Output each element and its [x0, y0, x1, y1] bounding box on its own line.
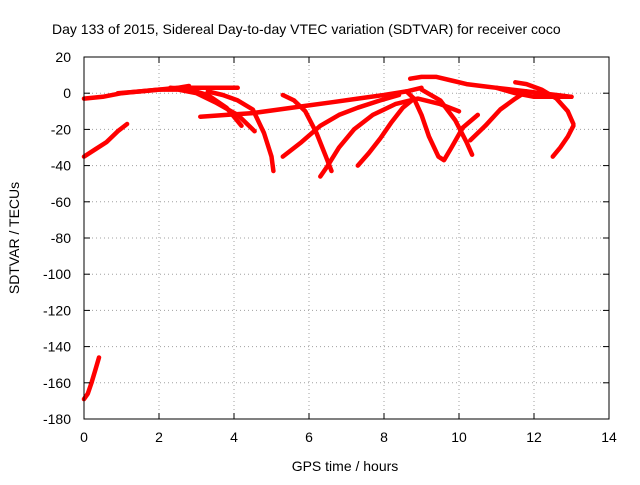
series-line-track-7 — [205, 89, 276, 174]
y-tick-label: 20 — [55, 49, 71, 65]
y-tick-label: -40 — [51, 158, 71, 174]
x-tick-label: 14 — [601, 429, 617, 445]
x-tick-label: 4 — [230, 429, 238, 445]
series-line-track-1 — [81, 355, 102, 402]
series-line-track-18 — [550, 123, 576, 159]
series-line-track-9 — [280, 92, 334, 174]
series-line-track-19 — [494, 85, 574, 100]
y-tick-label: -100 — [43, 266, 71, 282]
series-line-track-12 — [355, 96, 417, 168]
y-tick-label: -160 — [43, 375, 71, 391]
series-layer — [81, 74, 576, 402]
y-tick-label: -120 — [43, 302, 71, 318]
x-tick-label: 0 — [80, 429, 88, 445]
x-tick-label: 2 — [155, 429, 163, 445]
series-line-track-10 — [280, 92, 402, 159]
y-tick-label: -180 — [43, 411, 71, 427]
series-line-track-17 — [513, 80, 576, 127]
x-tick-label: 12 — [526, 429, 542, 445]
y-tick-label: -140 — [43, 339, 71, 355]
x-tick-label: 8 — [380, 429, 388, 445]
y-tick-label: -60 — [51, 194, 71, 210]
y-tick-label: 0 — [63, 85, 71, 101]
y-tick-label: -20 — [51, 121, 71, 137]
series-line-track-15 — [419, 87, 475, 157]
chart-title: Day 133 of 2015, Sidereal Day-to-day VTE… — [52, 21, 561, 37]
tick-layer: 0 2 4 6 8 10 12 14 20 0 -20 -40 -60 -80 -100 -120 -140 -1… — [43, 49, 617, 445]
x-tick-label: 10 — [451, 429, 467, 445]
x-tick-label: 6 — [305, 429, 313, 445]
series-line-track-8 — [198, 85, 424, 119]
series-line-track-2 — [81, 121, 130, 159]
x-axis-label: GPS time / hours — [292, 458, 399, 474]
series-line-track-14 — [404, 89, 481, 163]
y-tick-label: -80 — [51, 230, 71, 246]
series-line-track-11 — [318, 96, 462, 179]
y-axis-label: SDTVAR / TECUs — [6, 182, 22, 294]
